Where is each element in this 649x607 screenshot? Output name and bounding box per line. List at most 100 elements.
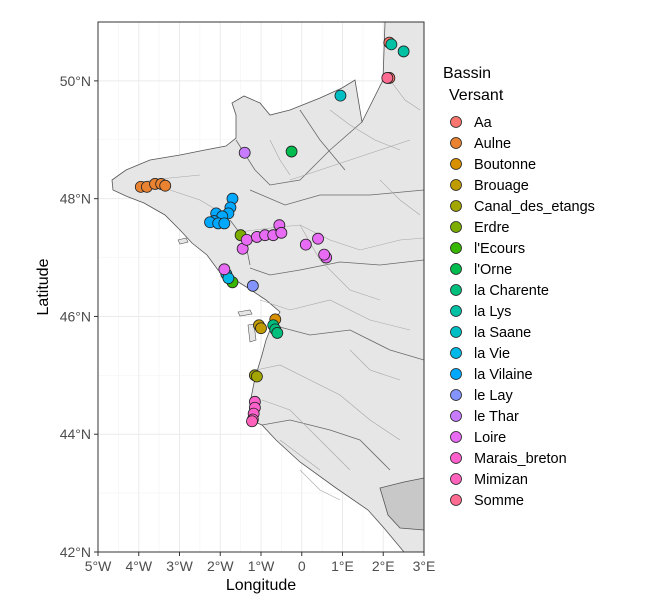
data-point xyxy=(238,146,251,159)
legend-key xyxy=(450,179,462,191)
legend-key xyxy=(450,158,462,170)
legend-title-line2: Versant xyxy=(449,87,504,104)
legend-key xyxy=(450,326,462,338)
data-point xyxy=(397,45,410,58)
legend-key xyxy=(450,284,462,296)
legend-item: Boutonne xyxy=(450,157,536,173)
ile-d-oleron xyxy=(247,323,257,343)
data-point xyxy=(334,89,347,102)
legend-item: le Lay xyxy=(450,388,513,404)
legend-key xyxy=(450,263,462,275)
legend-label: Brouage xyxy=(474,178,529,194)
legend-label: Mimizan xyxy=(474,472,528,488)
legend-item: l'Orne xyxy=(450,262,512,278)
legend-label: Canal_des_etangs xyxy=(474,199,595,215)
data-point xyxy=(159,179,172,192)
data-point xyxy=(218,263,231,276)
data-point xyxy=(318,248,331,261)
data-point xyxy=(271,327,284,339)
legend-title-line1: Bassin xyxy=(443,65,491,82)
south-east-land xyxy=(379,477,424,531)
basemap xyxy=(111,22,424,552)
legend-item: la Charente xyxy=(450,283,549,299)
legend-item: Brouage xyxy=(450,178,529,194)
legend-label: le Lay xyxy=(474,388,513,404)
legend-item: Somme xyxy=(450,493,524,509)
legend-label: la Charente xyxy=(474,283,549,299)
legend-item: la Saane xyxy=(450,325,531,341)
legend-key xyxy=(450,242,462,254)
france-land xyxy=(111,22,424,552)
legend-item: Canal_des_etangs xyxy=(450,199,595,215)
legend-key xyxy=(450,200,462,212)
legend-label: le Thar xyxy=(474,409,519,425)
legend-key xyxy=(450,494,462,506)
legend-label: la Vie xyxy=(474,346,510,362)
y-tick-label: 48°N xyxy=(60,191,91,207)
legend-item: Aulne xyxy=(450,136,511,152)
y-tick-label: 46°N xyxy=(60,308,91,324)
legend-item: Aa xyxy=(450,115,493,131)
data-point xyxy=(312,232,324,245)
legend-label: Boutonne xyxy=(474,157,536,173)
data-point xyxy=(240,233,253,246)
x-tick-label: 0 xyxy=(298,558,306,574)
legend-label: la Vilaine xyxy=(474,367,533,383)
data-point xyxy=(251,370,263,383)
legend-key xyxy=(450,347,462,359)
legend-key xyxy=(450,221,462,233)
x-tick-label: 1°W xyxy=(248,558,275,574)
x-tick-label: 3°W xyxy=(166,558,193,574)
legend-label: Erdre xyxy=(474,220,509,236)
legend-key xyxy=(450,452,462,464)
data-point xyxy=(385,38,398,51)
legend-item: Marais_breton xyxy=(450,451,567,467)
x-tick-label: 4°W xyxy=(125,558,152,574)
legend-item: la Vilaine xyxy=(450,367,533,383)
legend-item: Mimizan xyxy=(450,472,528,488)
basin-boundaries xyxy=(229,109,424,471)
legend-label: Somme xyxy=(474,493,524,509)
x-axis: 5°W 4°W 3°W 2°W 1°W 0 1°E 2°E 3°E xyxy=(85,552,436,574)
legend-key xyxy=(450,116,462,128)
y-axis: 42°N 44°N 46°N 48°N 50°N xyxy=(60,73,98,560)
legend: Bassin Versant Aa Aulne Boutonne Brouage Can… xyxy=(443,65,595,509)
data-point xyxy=(246,415,258,428)
legend-key xyxy=(450,368,462,380)
legend-label: Aulne xyxy=(474,136,511,152)
data-point xyxy=(255,322,267,335)
data-point xyxy=(381,72,394,84)
data-point xyxy=(246,279,259,292)
data-point xyxy=(285,145,298,158)
y-tick-label: 50°N xyxy=(60,73,91,89)
y-tick-label: 44°N xyxy=(60,426,91,442)
legend-key xyxy=(450,473,462,485)
data-point xyxy=(275,226,288,239)
x-tick-label: 2°E xyxy=(372,558,395,574)
legend-item: la Lys xyxy=(450,304,511,320)
legend-key xyxy=(450,389,462,401)
legend-item: l'Ecours xyxy=(450,241,525,257)
y-tick-label: 42°N xyxy=(60,544,91,560)
legend-label: l'Ecours xyxy=(474,241,525,257)
x-axis-title: Longitude xyxy=(226,577,296,594)
legend-label: Marais_breton xyxy=(474,451,567,467)
x-tick-label: 5°W xyxy=(85,558,112,574)
x-tick-label: 3°E xyxy=(413,558,436,574)
x-tick-label: 2°W xyxy=(207,558,234,574)
legend-label: Aa xyxy=(474,115,493,131)
legend-item: Loire xyxy=(450,430,506,446)
legend-key xyxy=(450,431,462,443)
legend-item: Erdre xyxy=(450,220,509,236)
legend-item: le Thar xyxy=(450,409,519,425)
legend-key xyxy=(450,410,462,422)
data-point xyxy=(218,217,231,230)
legend-item: la Vie xyxy=(450,346,510,362)
rivers xyxy=(139,79,424,501)
x-tick-label: 1°E xyxy=(331,558,354,574)
legend-key xyxy=(450,137,462,149)
y-axis-title: Latitude xyxy=(35,258,52,315)
legend-label: la Saane xyxy=(474,325,531,341)
legend-label: la Lys xyxy=(474,304,511,320)
